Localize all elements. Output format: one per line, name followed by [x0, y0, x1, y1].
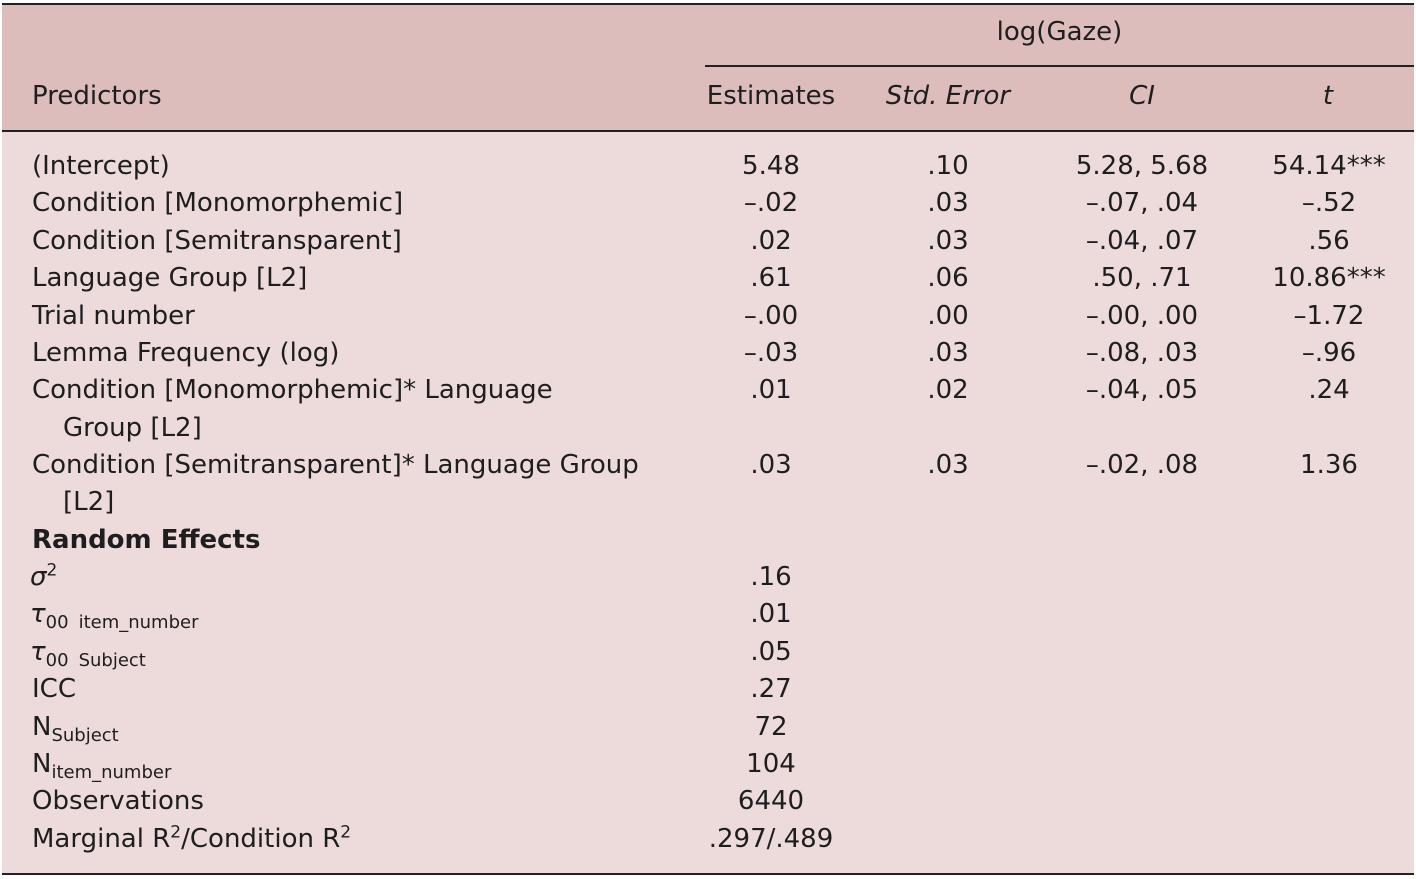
row-t: –.52 — [1301, 188, 1357, 218]
row-std-error: .02 — [927, 375, 969, 405]
row-std-error: .00 — [927, 301, 969, 331]
r-squared-label: Marginal R2/Condition R2 — [32, 822, 351, 856]
row-std-error: .03 — [927, 450, 969, 480]
row-label: Lemma Frequency (log) — [32, 338, 340, 368]
marginal-r-text: Marginal R — [32, 824, 171, 854]
row-t: .24 — [1308, 375, 1350, 405]
observations-label: Observations — [32, 786, 204, 816]
sigma-squared-value: .16 — [750, 562, 792, 592]
row-ci: –.08, .03 — [1085, 338, 1199, 368]
tau-subscript: 00 — [45, 612, 69, 634]
row-std-error: .06 — [927, 263, 969, 293]
row-std-error: .10 — [927, 151, 969, 181]
row-ci: .50, .71 — [1092, 263, 1192, 293]
icc-value: .27 — [750, 674, 792, 704]
row-t: 10.86*** — [1272, 263, 1386, 293]
header-t: t — [1322, 81, 1334, 111]
row-ci: –.07, .04 — [1085, 188, 1199, 218]
condition-r-superscript: 2 — [340, 822, 352, 843]
tau-item-value: .01 — [750, 599, 792, 629]
icc-label: ICC — [32, 674, 76, 704]
header-std-error: Std. Error — [885, 81, 1011, 111]
tau-item-subscript: item_number — [78, 612, 199, 634]
row-label: Condition [Semitransparent]* Language Gr… — [32, 450, 639, 480]
row-label-continuation: [L2] — [63, 487, 115, 517]
observations-value: 6440 — [737, 786, 805, 816]
n-subject-subscript: Subject — [51, 725, 119, 747]
row-label: Language Group [L2] — [32, 263, 308, 293]
n-item-value: 104 — [746, 749, 796, 779]
row-estimate: –.02 — [743, 188, 799, 218]
row-label: Condition [Monomorphemic] — [32, 188, 404, 218]
row-std-error: .03 — [927, 226, 969, 256]
n-symbol: N — [32, 712, 52, 742]
n-item-label: Nitem_number — [32, 747, 172, 784]
n-subject-label: NSubject — [32, 710, 119, 747]
row-ci: –.04, .07 — [1085, 226, 1199, 256]
row-t: 1.36 — [1300, 450, 1358, 480]
table-header — [2, 3, 1414, 132]
group-title: log(Gaze) — [996, 17, 1123, 47]
row-estimate: .01 — [750, 375, 792, 405]
condition-r-text: /Condition R — [181, 824, 341, 854]
tau-symbol: τ — [30, 637, 46, 667]
tau-subscript: 00 — [45, 650, 69, 672]
row-estimate: .02 — [750, 226, 792, 256]
row-ci: 5.28, 5.68 — [1075, 151, 1209, 181]
row-label: Condition [Semitransparent] — [32, 226, 402, 256]
row-t: 54.14*** — [1272, 151, 1386, 181]
row-std-error: .03 — [927, 188, 969, 218]
row-label-continuation: Group [L2] — [63, 413, 202, 443]
row-label: (Intercept) — [32, 151, 170, 181]
group-header-rule — [705, 65, 1414, 67]
tau-symbol: τ — [30, 599, 46, 629]
random-effects-heading: Random Effects — [32, 525, 261, 555]
n-subject-value: 72 — [754, 712, 788, 742]
row-t: –.96 — [1301, 338, 1357, 368]
row-ci: –.02, .08 — [1085, 450, 1199, 480]
header-ci: CI — [1129, 81, 1155, 111]
sigma-symbol: σ — [30, 562, 47, 592]
row-estimate: –.03 — [743, 338, 799, 368]
tau-item-label: τ00 item_number — [30, 597, 199, 634]
marginal-r-superscript: 2 — [170, 822, 182, 843]
r-squared-value: .297/.489 — [708, 824, 834, 854]
row-ci: –.04, .05 — [1085, 375, 1199, 405]
n-symbol: N — [32, 749, 52, 779]
row-estimate: 5.48 — [742, 151, 800, 181]
row-estimate: .61 — [750, 263, 792, 293]
n-item-subscript: item_number — [51, 762, 172, 784]
sigma-squared-label: σ2 — [30, 560, 57, 594]
tau-subject-label: τ00 Subject — [30, 635, 146, 672]
header-estimates: Estimates — [706, 81, 836, 111]
tau-subject-subscript: Subject — [78, 650, 146, 672]
header-predictors: Predictors — [32, 81, 162, 111]
row-estimate: –.00 — [743, 301, 799, 331]
row-label: Trial number — [32, 301, 195, 331]
row-t: –1.72 — [1293, 301, 1365, 331]
row-ci: –.00, .00 — [1085, 301, 1199, 331]
row-estimate: .03 — [750, 450, 792, 480]
row-std-error: .03 — [927, 338, 969, 368]
sigma-superscript: 2 — [46, 560, 58, 581]
tau-subject-value: .05 — [750, 637, 792, 667]
row-label: Condition [Monomorphemic]* Language — [32, 375, 553, 405]
row-t: .56 — [1308, 226, 1350, 256]
table-body — [2, 132, 1414, 875]
